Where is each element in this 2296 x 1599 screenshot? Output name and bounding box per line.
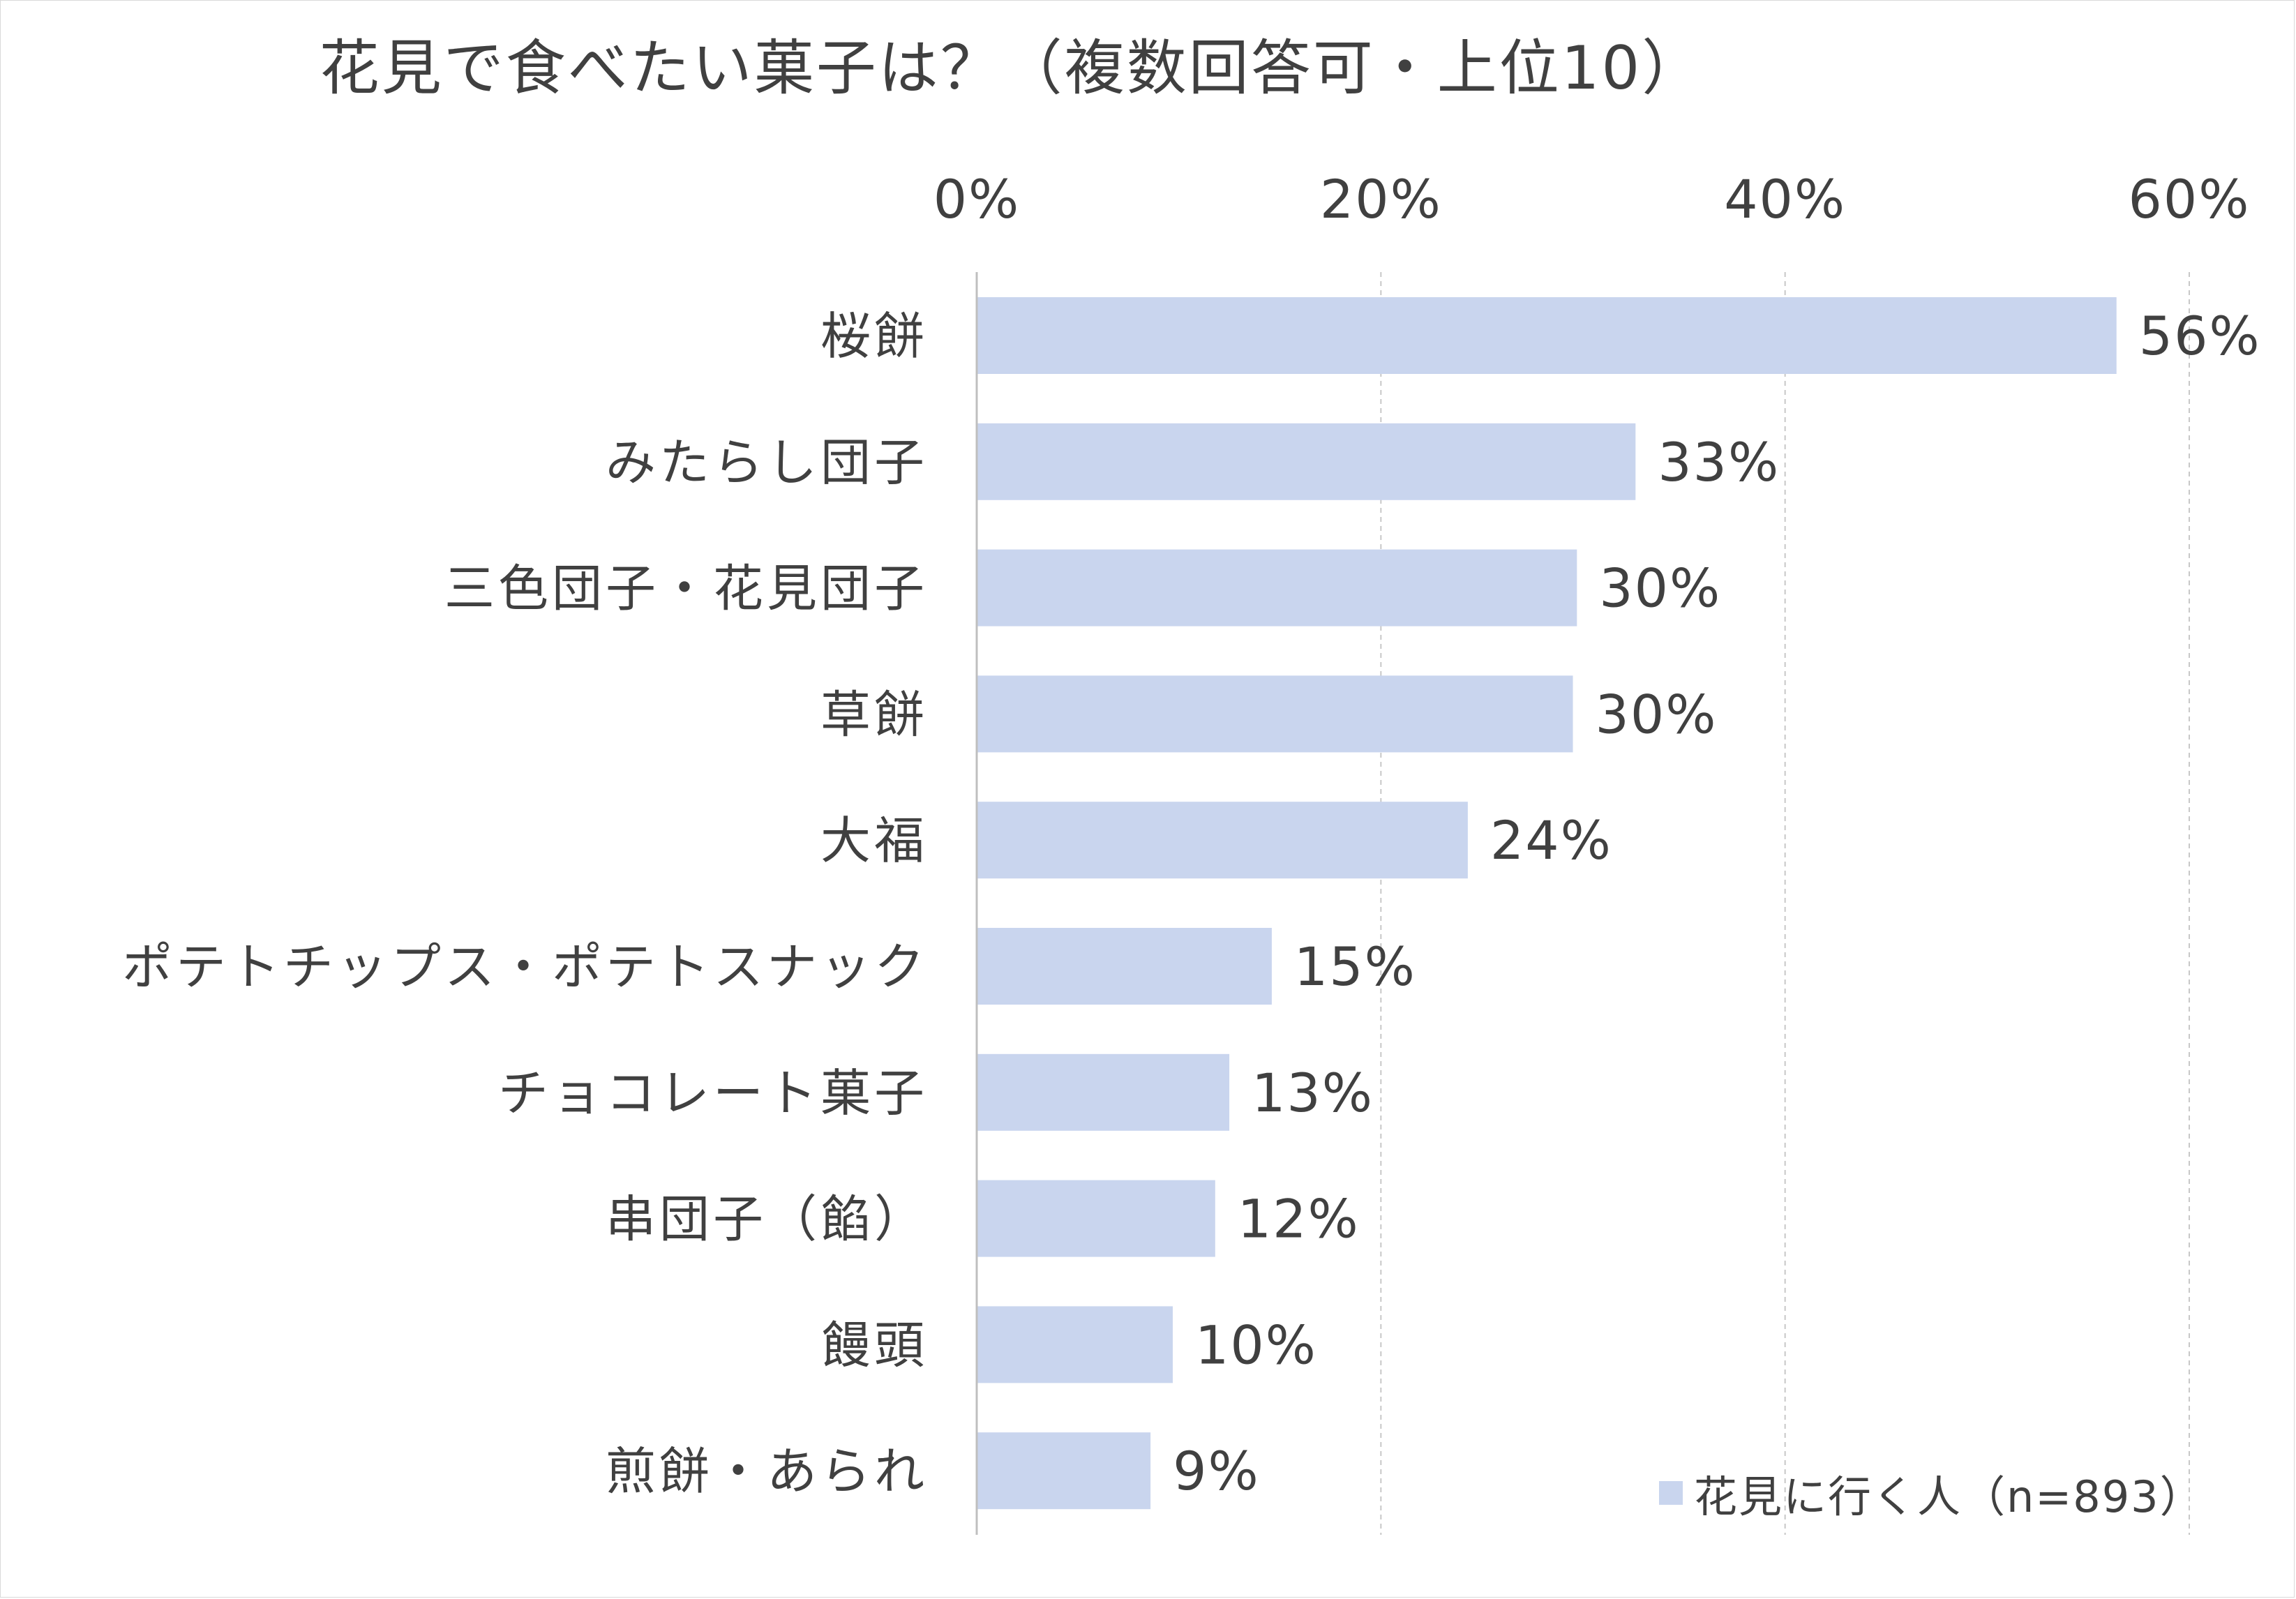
data-label: 10% xyxy=(1195,1314,1317,1376)
category-label: 大福 xyxy=(820,811,928,870)
bar xyxy=(977,928,1272,1005)
category-label: みたらし団子 xyxy=(606,433,928,492)
chart-title: 花見で食べたい菓子は？（複数回答可・上位10） xyxy=(319,33,1704,103)
bar xyxy=(977,1053,1230,1131)
data-label: 30% xyxy=(1599,557,1721,620)
legend-swatch xyxy=(1659,1481,1683,1505)
bar xyxy=(977,297,2117,374)
category-label: 三色団子・花見団子 xyxy=(444,560,928,618)
category-label: 串団子（餡） xyxy=(606,1190,928,1249)
x-tick-label: 60% xyxy=(2129,168,2251,230)
bar xyxy=(977,1432,1151,1510)
category-label: ポテトチップス・ポテトスナック xyxy=(122,938,928,996)
data-label: 56% xyxy=(2139,305,2261,367)
x-tick-label: 0% xyxy=(933,168,1021,230)
bar xyxy=(977,1180,1215,1257)
bar xyxy=(977,1306,1173,1383)
category-label: 饅頭 xyxy=(820,1316,928,1374)
bar xyxy=(977,675,1573,753)
legend-label: 花見に行く人（n=893） xyxy=(1694,1471,2205,1522)
x-tick-label: 40% xyxy=(1724,168,1846,230)
data-label: 33% xyxy=(1658,431,1780,493)
data-label: 24% xyxy=(1490,809,1612,871)
category-label: 草餅 xyxy=(820,685,928,744)
data-label: 9% xyxy=(1173,1440,1260,1502)
bar xyxy=(977,549,1577,626)
data-label: 13% xyxy=(1252,1062,1374,1124)
category-label: 煎餅・あられ xyxy=(606,1442,928,1501)
x-tick-label: 20% xyxy=(1320,168,1442,230)
bar xyxy=(977,423,1636,500)
category-label: 桜餅 xyxy=(820,307,928,366)
legend: 花見に行く人（n=893） xyxy=(1659,1462,2205,1524)
bar xyxy=(977,802,1468,879)
data-label: 30% xyxy=(1596,683,1718,745)
data-label: 12% xyxy=(1238,1188,1360,1250)
data-label: 15% xyxy=(1294,936,1416,998)
category-label: チョコレート菓子 xyxy=(498,1064,928,1123)
